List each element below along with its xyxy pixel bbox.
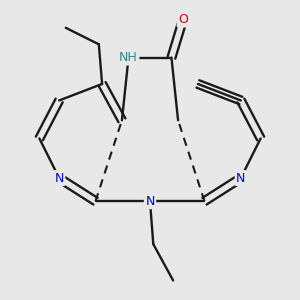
Text: O: O bbox=[178, 13, 188, 26]
Text: N: N bbox=[55, 172, 64, 184]
Text: NH: NH bbox=[119, 51, 138, 64]
Text: N: N bbox=[145, 195, 155, 208]
Text: N: N bbox=[236, 172, 245, 184]
